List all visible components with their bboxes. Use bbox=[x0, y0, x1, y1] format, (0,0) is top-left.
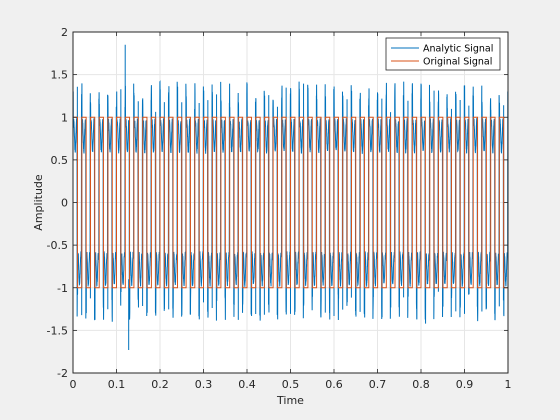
series-layer bbox=[72, 44, 509, 350]
legend-box bbox=[385, 37, 501, 71]
legend-entry-analytic-signal: Analytic Signal bbox=[423, 44, 493, 55]
ticks: 0 0.1 0.2 0.3 0.4 0.5 0.6 0.7 0.8 0.9 1 -2 -1.5 -1 -0.… bbox=[47, 26, 512, 391]
x-tick-label-7: 0.7 bbox=[369, 378, 387, 391]
x-tick-label-6: 0.6 bbox=[325, 378, 343, 391]
y-tick-label-6: 1 bbox=[61, 111, 68, 124]
y-tick-label-7: 1.5 bbox=[51, 69, 69, 82]
x-tick-label-5: 0.5 bbox=[282, 378, 300, 391]
x-tick-label-8: 0.8 bbox=[412, 378, 430, 391]
x-tick-label-3: 0.3 bbox=[195, 378, 213, 391]
x-axis-label: Time bbox=[276, 394, 304, 407]
y-tick-label-1: -1.5 bbox=[47, 324, 68, 337]
series-line-original-signal bbox=[73, 116, 509, 289]
y-axis-label: Amplitude bbox=[32, 174, 45, 231]
x-tick-label-4: 0.4 bbox=[238, 378, 256, 391]
x-tick-label-1: 0.1 bbox=[108, 378, 126, 391]
y-tick-label-2: -1 bbox=[57, 282, 68, 295]
legend-entry-original-signal: Original Signal bbox=[423, 57, 492, 68]
series-line-analytic-signal bbox=[72, 44, 509, 350]
y-tick-label-0: -2 bbox=[57, 367, 68, 380]
x-tick-label-2: 0.2 bbox=[151, 378, 169, 391]
legend: Analytic Signal Original Signal bbox=[385, 37, 501, 71]
y-tick-label-4: 0 bbox=[61, 197, 68, 210]
y-tick-label-8: 2 bbox=[61, 26, 68, 39]
x-tick-label-10: 1 bbox=[505, 378, 512, 391]
x-tick-label-0: 0 bbox=[70, 378, 77, 391]
y-tick-label-5: 0.5 bbox=[51, 154, 69, 167]
x-tick-label-9: 0.9 bbox=[456, 378, 474, 391]
y-tick-label-3: -0.5 bbox=[47, 239, 68, 252]
